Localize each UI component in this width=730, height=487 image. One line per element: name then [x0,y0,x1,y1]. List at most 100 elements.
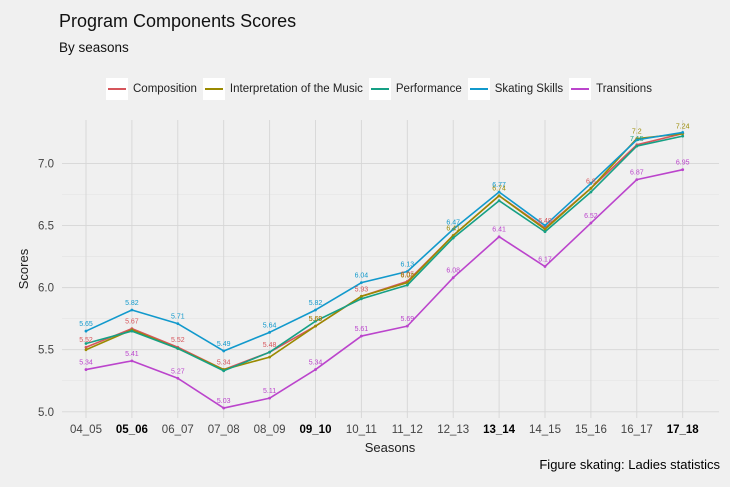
y-axis-title: Scores [16,248,31,289]
data-point-performance [130,329,134,333]
y-tick-label: 5.5 [38,345,54,357]
data-point-skating-skills [222,349,226,353]
data-label-transitions: 6.52 [584,213,598,220]
data-point-skating-skills [681,131,685,134]
chart-caption: Figure skating: Ladies statistics [539,457,720,472]
data-point-performance [84,342,88,345]
data-label-skating-skills: 6.47 [446,219,460,226]
data-point-transitions [84,368,88,371]
data-point-performance [360,297,363,301]
data-label-composition: 5.52 [171,337,185,344]
data-label-composition: 5.67 [125,319,139,326]
data-label-skating-skills: 6.77 [492,182,506,189]
data-point-interpretation [360,294,363,298]
series-line-performance [85,135,683,372]
data-point-performance [268,350,271,354]
data-point-transitions [497,235,501,239]
x-tick-label: 04_05 [70,424,102,436]
data-point-transitions [222,406,226,410]
y-tick-label: 7.0 [38,158,54,170]
x-tick-label: 10_11 [346,424,377,436]
data-label-transitions: 6.17 [538,257,552,264]
data-label-interpretation: 6.04 [400,273,414,280]
data-point-interpretation [589,186,593,190]
legend-label-skating-skills: Skating Skills [494,83,564,95]
data-label-skating-skills: 6.13 [400,261,414,268]
data-point-skating-skills [130,308,134,312]
legend-key-performance [368,78,391,100]
legend-key-interpretation [202,78,225,100]
data-point-performance [497,199,501,203]
x-tick-label: 17_18 [667,424,700,436]
y-tick-label: 6.0 [38,283,54,295]
x-tick-label: 07_08 [208,424,240,436]
data-label-transitions: 5.34 [79,360,93,367]
data-label-transitions: 6.08 [446,268,460,275]
data-point-skating-skills [589,181,593,185]
x-tick-label: 16_17 [621,424,653,436]
data-point-skating-skills [543,224,547,227]
legend-label-composition: Composition [133,83,197,95]
legend-label-transitions: Transitions [596,83,652,95]
series-line-transitions [85,168,683,409]
data-point-transitions [451,276,455,280]
data-point-skating-skills [268,330,271,334]
data-point-transitions [314,368,317,371]
data-point-transitions [589,221,593,225]
data-point-skating-skills [360,281,363,285]
legend-key-skating-skills [467,78,490,100]
data-label-interpretation: 6.41 [446,225,460,232]
data-point-performance [635,144,639,148]
data-label-composition: 5.69 [309,316,323,323]
data-label-skating-skills: 6.04 [355,273,369,280]
legend-item-transitions: Transitions [569,78,652,100]
series-line-interpretation [85,132,683,371]
data-label-transitions: 6.41 [492,227,506,234]
x-tick-label: 06_07 [162,424,194,436]
data-point-transitions [405,324,409,328]
data-label-skating-skills: 5.71 [171,314,185,321]
data-point-performance [589,190,593,194]
x-tick-label: 14_15 [529,424,561,436]
legend-label-performance: Performance [395,83,462,95]
data-label-transitions: 5.03 [217,398,231,405]
data-point-transitions [543,265,547,268]
legend-item-composition: Composition [106,78,197,100]
data-label-composition: 6.8 [586,178,596,185]
chart-subtitle: By seasons [59,40,129,55]
data-label-composition: 6.48 [538,218,552,225]
data-point-interpretation [268,355,271,359]
data-point-transitions [360,334,363,338]
data-label-composition: 5.52 [79,337,93,344]
data-label-composition: 5.34 [217,360,231,367]
data-label-transitions: 5.27 [171,368,185,375]
series-line-composition [85,132,683,371]
series-line-skating-skills [85,131,683,352]
data-label-interpretation: 7.24 [676,124,690,131]
data-label-transitions: 5.61 [355,326,369,333]
data-point-transitions [681,168,685,172]
data-label-skating-skills: 5.64 [263,322,277,329]
data-label-transitions: 6.95 [676,160,690,167]
legend: Composition Interpretation of the Music … [106,78,658,100]
data-point-interpretation [497,194,501,198]
data-point-interpretation [543,227,547,231]
legend-label-interpretation: Interpretation of the Music [229,83,363,95]
y-tick-label: 6.5 [38,221,54,233]
x-tick-label: 05_06 [116,424,148,436]
data-label-skating-skills: 5.82 [309,300,323,307]
x-tick-label: 08_09 [254,424,286,436]
data-point-performance [543,230,547,234]
x-tick-label: 13_14 [483,424,516,436]
data-point-transitions [635,178,639,182]
data-point-skating-skills [314,308,317,312]
data-point-transitions [176,376,180,380]
y-tick-label: 5.0 [38,407,54,419]
data-point-skating-skills [451,227,455,231]
x-tick-label: 09_10 [300,424,332,436]
data-point-performance [451,236,455,240]
data-label-composition: 5.48 [263,342,277,349]
data-label-interpretation: 5.69 [309,316,323,323]
data-label-skating-skills: 5.82 [125,300,139,307]
